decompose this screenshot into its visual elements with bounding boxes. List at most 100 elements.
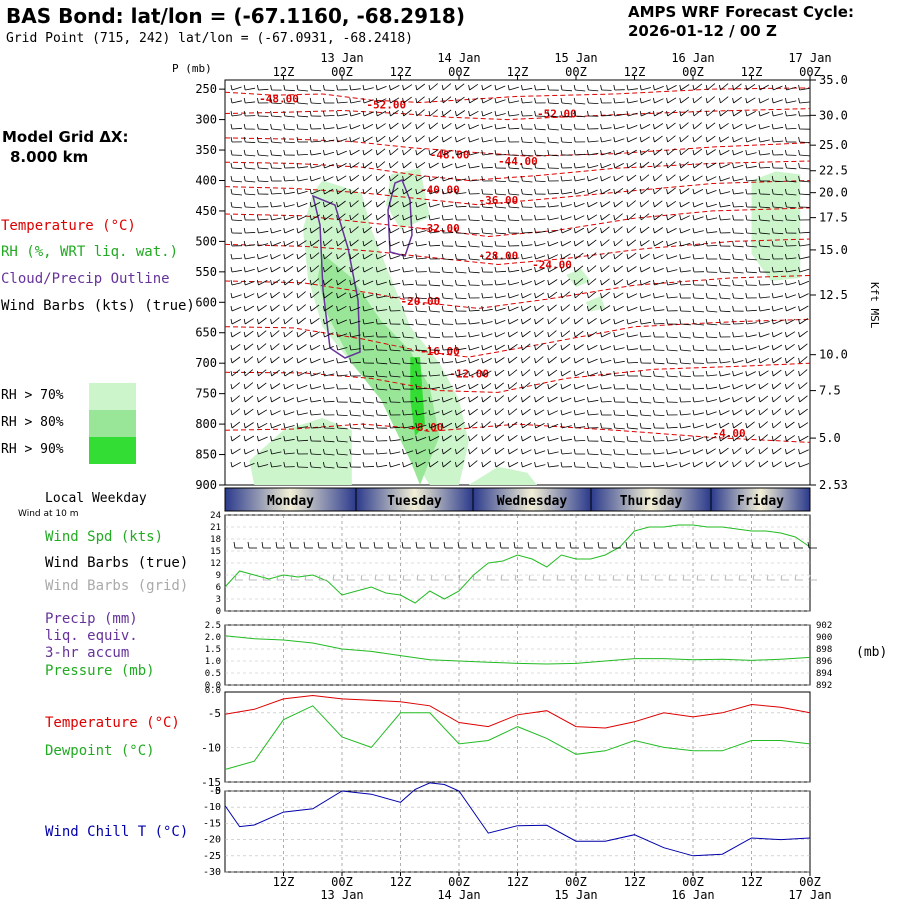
wind-barb (416, 148, 425, 156)
wind-barb (283, 305, 286, 312)
cloud-outline (311, 194, 361, 359)
wind-barb (297, 330, 307, 338)
wind-barb (534, 97, 536, 104)
wind-barb (745, 149, 748, 156)
wind-barb (415, 344, 418, 351)
wind-barb (337, 252, 346, 260)
wind-barb (311, 372, 321, 377)
wind-barb (297, 178, 308, 182)
wind-barb (363, 200, 372, 208)
wind-barb (759, 112, 770, 117)
surface-wind-barb-true (653, 541, 656, 549)
wind-barb (402, 253, 404, 260)
wind-barb (548, 369, 558, 377)
wind-barb (587, 396, 589, 403)
wind-barb (613, 396, 616, 403)
wind-barb (719, 162, 721, 169)
wind-barb (534, 370, 536, 377)
wind-barb (429, 109, 438, 117)
wind-barb (455, 266, 457, 273)
wind-panel-tick-label: 18 (210, 535, 221, 545)
wind-barb (456, 297, 467, 299)
wind-barb (494, 227, 497, 234)
wind-barb (653, 461, 655, 468)
wind-barb (482, 112, 493, 117)
wind-barb (798, 84, 800, 91)
wind-barb (798, 136, 800, 143)
wind-barb (561, 228, 572, 234)
wind-panel-tick-label: 15 (210, 547, 221, 557)
wind-barb (667, 200, 677, 208)
wind-barb (785, 435, 787, 442)
wind-barb (243, 292, 246, 299)
wind-barb (613, 188, 616, 195)
wind-barb (575, 371, 585, 377)
wind-barb (785, 396, 787, 403)
wind-barb (574, 278, 584, 286)
wind-barb (707, 176, 717, 182)
wind-barb (613, 292, 616, 299)
wind-barb (296, 422, 299, 429)
wind-barb (560, 331, 563, 338)
wind-barb (443, 373, 454, 377)
wind-barb (733, 460, 742, 468)
wind-barb (245, 281, 255, 286)
wind-barb (297, 385, 308, 390)
wind-barb (746, 232, 757, 235)
wind-barb (494, 357, 497, 364)
surface-wind-barb-grid (262, 574, 265, 581)
wind-barb (389, 97, 391, 104)
surface-wind-barb-grid (514, 574, 517, 581)
wind-barb (679, 344, 682, 351)
wind-barb (495, 232, 507, 235)
wind-barb (732, 162, 734, 169)
wind-barb (507, 448, 510, 455)
pressure-tick-label-right: 894 (816, 669, 832, 679)
wind-barb (626, 266, 629, 273)
wind-barb (243, 370, 246, 377)
wind-barb (323, 123, 325, 130)
wind-barb (601, 401, 612, 403)
wind-barb (429, 244, 441, 247)
wind-barb (257, 370, 259, 377)
wind-barb (627, 239, 637, 247)
wind-barb (428, 214, 431, 221)
wind-barb (679, 292, 682, 299)
wind-barb (337, 292, 347, 299)
wind-barb (402, 214, 404, 221)
wind-barb (667, 296, 678, 299)
wind-barb (270, 97, 272, 104)
wind-barb (521, 409, 523, 416)
wind-barb (719, 279, 721, 286)
wind-barb (758, 201, 761, 208)
wind-barb (613, 461, 616, 468)
wind-barb (296, 240, 299, 247)
wind-barb (574, 265, 584, 273)
wind-barb (798, 175, 800, 182)
wind-barb (350, 334, 361, 338)
wind-barb (429, 323, 441, 326)
wind-barb (653, 110, 655, 117)
wind-barb (257, 227, 259, 234)
wind-barb (481, 214, 484, 221)
wind-barb (482, 421, 491, 429)
wind-barb (707, 217, 718, 221)
wind-barb (746, 179, 757, 182)
wind-barb (693, 349, 705, 352)
wind-barb (588, 214, 598, 221)
wind-barb (441, 149, 444, 156)
wind-barb (654, 281, 665, 286)
wind-barb (363, 111, 374, 117)
wind-barb (456, 447, 465, 455)
wind-barb (547, 409, 550, 416)
wind-barb (692, 409, 695, 416)
height-tick-label: 22.5 (819, 164, 848, 178)
wind-barb (415, 357, 418, 364)
pressure-tick-label: 750 (195, 387, 217, 401)
wind-barb (639, 188, 642, 195)
wind-barb (402, 318, 404, 325)
wind-barb (547, 331, 550, 338)
wind-barb (720, 191, 731, 195)
wind-barb (270, 396, 272, 403)
wind-barb (547, 344, 550, 351)
